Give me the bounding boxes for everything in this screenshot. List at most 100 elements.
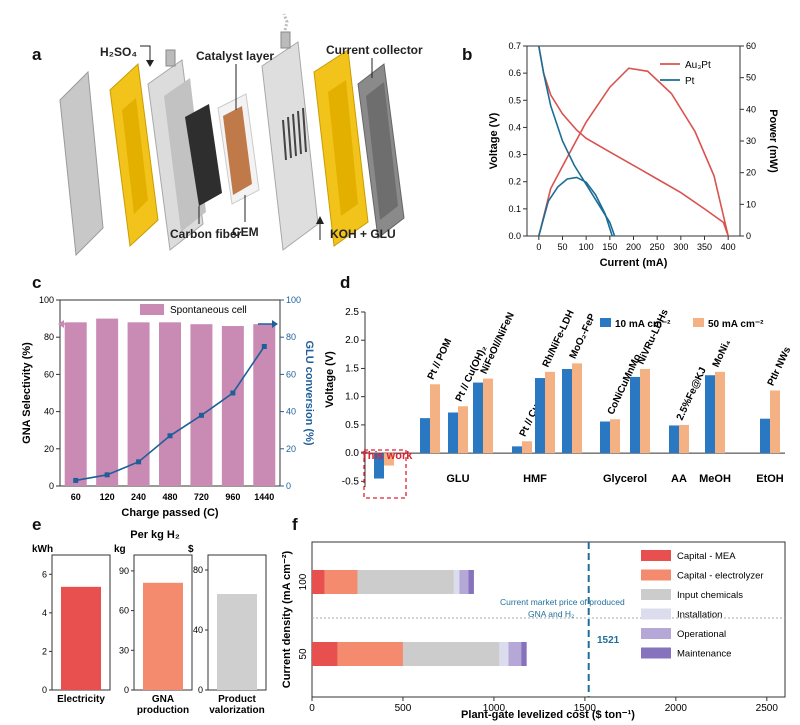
bar-10-2-5-fe-kj	[669, 425, 679, 454]
legend-label: Spontaneous cell	[170, 305, 247, 316]
bar-10-this-work	[374, 453, 384, 479]
bar-label: Rh/NiFe-LDH	[541, 309, 577, 370]
y2-tick-label: 10	[746, 199, 756, 209]
x-axis-title: Current (mA)	[600, 257, 668, 269]
group-label: EtOH	[756, 473, 784, 485]
y-tick-label: 100	[298, 573, 309, 590]
bar-label: 2.5%Fe@KJ	[675, 366, 709, 422]
catalyst-layer-label: Catalyst layer	[196, 49, 274, 63]
y-tick-label: 40	[193, 625, 203, 635]
unit-label: kWh	[32, 544, 53, 555]
y-tick-label: 50	[298, 648, 309, 660]
x-tick-label: 480	[162, 492, 177, 502]
carbon-fiber-label: Carbon fiber	[170, 227, 242, 241]
x-tick-label: 500	[395, 703, 412, 714]
group-label: MeOH	[699, 473, 731, 485]
yellow-frame-right-window	[328, 80, 358, 216]
x-tick-label: 120	[100, 492, 115, 502]
conversion-point	[167, 433, 173, 439]
bar-10-nivru-ldhs	[630, 376, 640, 454]
segment-input-chemicals	[357, 570, 454, 594]
bar-label: NiVRu-LDHs	[636, 307, 671, 366]
bar-10-pt-cu-foam	[512, 446, 522, 454]
yellow-frame-left-window	[122, 98, 148, 214]
plot-frame	[311, 541, 786, 698]
left-axis-arrowhead	[58, 320, 64, 328]
selectivity-bar	[221, 326, 244, 486]
y-tick-label: 100	[39, 295, 54, 305]
cell-labels: H₂SO₄ Catalyst layer Current collector C…	[100, 43, 423, 241]
segment-capital-electrolyzer	[337, 642, 403, 666]
selectivity-bar	[253, 324, 276, 486]
this-work-box	[363, 449, 407, 499]
y-tick-label: -0.5	[342, 476, 360, 487]
catalyst-sheet	[223, 106, 252, 195]
end-plate-left	[59, 70, 104, 257]
market-price-value: 1521	[597, 635, 620, 646]
panel-label-a: a	[32, 45, 42, 64]
y-tick-label: 80	[193, 565, 203, 575]
bar-50-2-5-fe-kj	[679, 424, 689, 454]
current-collector-label: Current collector	[326, 43, 423, 57]
y-tick-label: 0.3	[508, 150, 521, 160]
y2-tick-label: 100	[286, 295, 301, 305]
legend-label: Capital - MEA	[677, 551, 736, 562]
conversion-point	[73, 477, 79, 483]
segment-capital-mea	[312, 642, 338, 666]
y-tick-label: 1.5	[345, 363, 359, 374]
flow-plate-left-face	[164, 78, 206, 232]
bar-10-moni	[705, 375, 715, 454]
value-bar-product-valorization	[217, 594, 257, 690]
y-tick-label: 0	[198, 685, 203, 695]
koh-glu-label: KOH + GLU	[330, 227, 396, 241]
panel-e-title: Per kg H₂	[130, 529, 180, 541]
chart-c: 0 20 40 60 80 100 0 20 40 60 80 100 60 120 240 480 720 96…	[21, 295, 315, 519]
legend-swatch	[641, 608, 671, 620]
x-tick-label: 200	[626, 242, 641, 252]
inlet-fitting-right	[280, 31, 291, 49]
current-collector-face	[366, 82, 398, 220]
cell-callouts	[140, 45, 373, 240]
x-tick-label: 0	[309, 703, 315, 714]
y-tick-label: 1.0	[345, 392, 359, 403]
legend-swatch	[641, 550, 671, 561]
right-axis-arrowhead	[272, 320, 278, 328]
serpentine-channels	[282, 107, 307, 161]
y-tick-label: 0.7	[508, 41, 521, 51]
cell-illustration	[59, 13, 405, 257]
koh-arrowhead	[316, 216, 324, 224]
legend-swatch	[140, 304, 164, 315]
legend-label: Maintenance	[677, 649, 731, 660]
y-tick-label: 60	[44, 369, 54, 379]
legend-label: Operational	[677, 629, 726, 640]
y2-tick-label: 20	[286, 444, 296, 454]
y-tick-label: 2	[42, 646, 47, 656]
category-label: Electricity	[57, 694, 105, 705]
bar-50-conicumnmo	[610, 419, 620, 454]
segment-maintenance	[521, 642, 527, 666]
bar-10-rh-nife-ldh	[535, 378, 545, 454]
y-tick-label: 60	[119, 606, 129, 616]
legend-label: 10 mA cm⁻²	[615, 319, 671, 330]
y2-tick-label: 0	[286, 481, 291, 491]
legend-swatch	[600, 318, 611, 327]
legend-label: 50 mA cm⁻²	[708, 319, 764, 330]
bar-label: PtIr NWs	[766, 345, 794, 388]
unit-label: $	[188, 544, 194, 555]
segment-capital-electrolyzer	[324, 570, 358, 594]
selectivity-bar	[64, 322, 87, 486]
y-tick-label: 0	[42, 685, 47, 695]
carbon-fiber-sheet	[185, 104, 222, 206]
y2-tick-label: 80	[286, 332, 296, 342]
panel-label-d: d	[340, 273, 350, 292]
bar-50-pt-cu-foam	[522, 441, 532, 454]
x-tick-label: 1440	[254, 492, 274, 502]
selectivity-bar	[159, 322, 181, 486]
segment-installation	[499, 642, 509, 666]
y-tick-label: 2.5	[345, 307, 359, 318]
chart-d: -0.5 0.0 0.5 1.0 1.5 2.0 2.5 Voltage (V) This wo…	[324, 307, 794, 499]
this-work-label: This work	[361, 450, 413, 462]
legend-swatch	[641, 589, 671, 600]
segment-maintenance	[468, 570, 474, 594]
